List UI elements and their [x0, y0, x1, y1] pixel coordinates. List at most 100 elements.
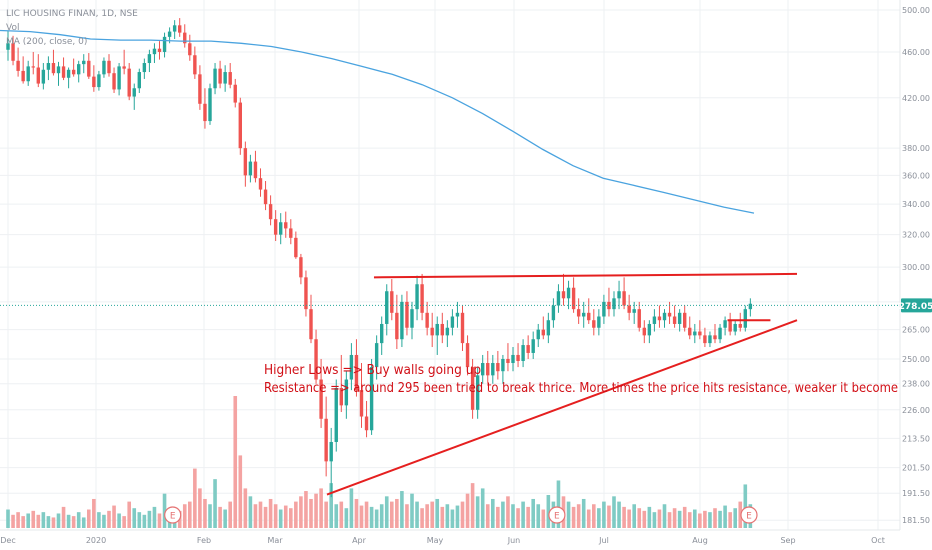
volume-bar — [157, 513, 162, 528]
time-tick-label: Sep — [780, 536, 795, 545]
candle-body — [435, 323, 439, 336]
volume-bar — [576, 504, 581, 528]
price-tick-label: 201.50 — [902, 464, 930, 473]
candle — [329, 427, 333, 498]
candle — [597, 309, 601, 336]
candle-body — [506, 358, 510, 364]
candle — [571, 277, 576, 313]
volume-bar — [728, 512, 732, 528]
candle-body — [501, 358, 505, 372]
volume-bar — [258, 501, 263, 528]
volume-bar — [223, 509, 227, 528]
candle — [51, 49, 56, 76]
candle-body — [748, 303, 753, 310]
volume-bar — [440, 506, 445, 528]
candle-body — [450, 316, 455, 328]
candle-body — [46, 63, 51, 70]
candle-body — [369, 367, 374, 431]
candle-body — [602, 301, 606, 317]
candle-body — [425, 312, 429, 328]
candle-body — [157, 48, 162, 52]
volume-bar — [369, 506, 374, 528]
candle — [299, 253, 303, 285]
candle-body — [592, 320, 596, 328]
volume-bar — [607, 505, 611, 528]
candle — [41, 63, 46, 90]
volume-bar — [657, 509, 662, 528]
candle-body — [475, 375, 480, 410]
volume-bar — [374, 509, 379, 528]
volume-bar — [339, 501, 344, 528]
candle — [294, 231, 298, 259]
legend-moving-average: MA (200, close, 0) — [6, 37, 87, 47]
candle-body — [61, 66, 66, 78]
earnings-marker[interactable]: E — [548, 506, 566, 524]
candlesticks — [6, 18, 753, 498]
volume-bar — [491, 498, 495, 528]
volume-bar — [142, 514, 147, 528]
candle-body — [561, 291, 566, 299]
volume-bar — [718, 510, 722, 528]
candle-body — [415, 284, 419, 310]
earnings-marker[interactable]: E — [164, 506, 182, 524]
time-tick-label: Jul — [598, 536, 609, 545]
candle — [602, 294, 606, 324]
trendlines — [326, 272, 798, 496]
time-tick-label: Jun — [507, 536, 521, 545]
volume-bar — [324, 501, 328, 528]
candle-body — [66, 69, 71, 78]
candle-body — [6, 43, 10, 50]
price-tick-label: 340.00 — [902, 200, 930, 209]
volume-bar — [647, 506, 652, 528]
volume-bar — [501, 501, 505, 528]
volume-bar — [460, 501, 465, 528]
candle — [279, 213, 283, 245]
candle — [723, 316, 727, 336]
candle — [127, 63, 131, 101]
volume-bar — [425, 504, 429, 528]
candle-body — [218, 68, 222, 84]
candle — [359, 363, 364, 428]
volume-bar — [536, 504, 541, 528]
candle — [102, 57, 106, 78]
candle-body — [556, 291, 561, 306]
volume-bar — [465, 493, 470, 528]
candle-body — [289, 228, 293, 238]
candle — [309, 294, 313, 344]
candle — [440, 312, 444, 344]
candle — [486, 350, 490, 384]
candle-body — [526, 345, 530, 353]
candle-body — [11, 43, 15, 61]
volume-bar — [592, 504, 596, 528]
candle-body — [708, 335, 712, 344]
candle — [193, 46, 197, 79]
volume-bar — [66, 514, 71, 528]
candle-body — [728, 320, 732, 332]
volume-bar — [602, 501, 606, 528]
candle — [627, 294, 631, 321]
trendline-support — [326, 319, 798, 496]
volume-bar — [213, 479, 217, 528]
candle-body — [455, 312, 460, 317]
candle — [501, 354, 505, 384]
volume-bar — [693, 509, 697, 528]
candle-body — [430, 327, 434, 336]
candle — [748, 298, 753, 317]
price-tick-label: 265.00 — [902, 326, 930, 335]
volume-bar — [233, 396, 238, 528]
time-tick-label: Dec — [0, 536, 15, 545]
candle — [97, 70, 101, 91]
earnings-marker[interactable]: E — [740, 506, 758, 524]
volume-bar — [698, 513, 702, 528]
volume-bar — [627, 509, 631, 528]
candle-body — [36, 67, 40, 84]
volume-bar — [395, 498, 399, 528]
candle-body — [380, 323, 384, 344]
volume-bar — [319, 488, 323, 528]
candle-body — [405, 301, 409, 328]
candle-body — [127, 68, 131, 97]
annotation-line-1: Higher Lows => Buy walls going up — [264, 362, 481, 378]
candle-body — [233, 84, 237, 103]
